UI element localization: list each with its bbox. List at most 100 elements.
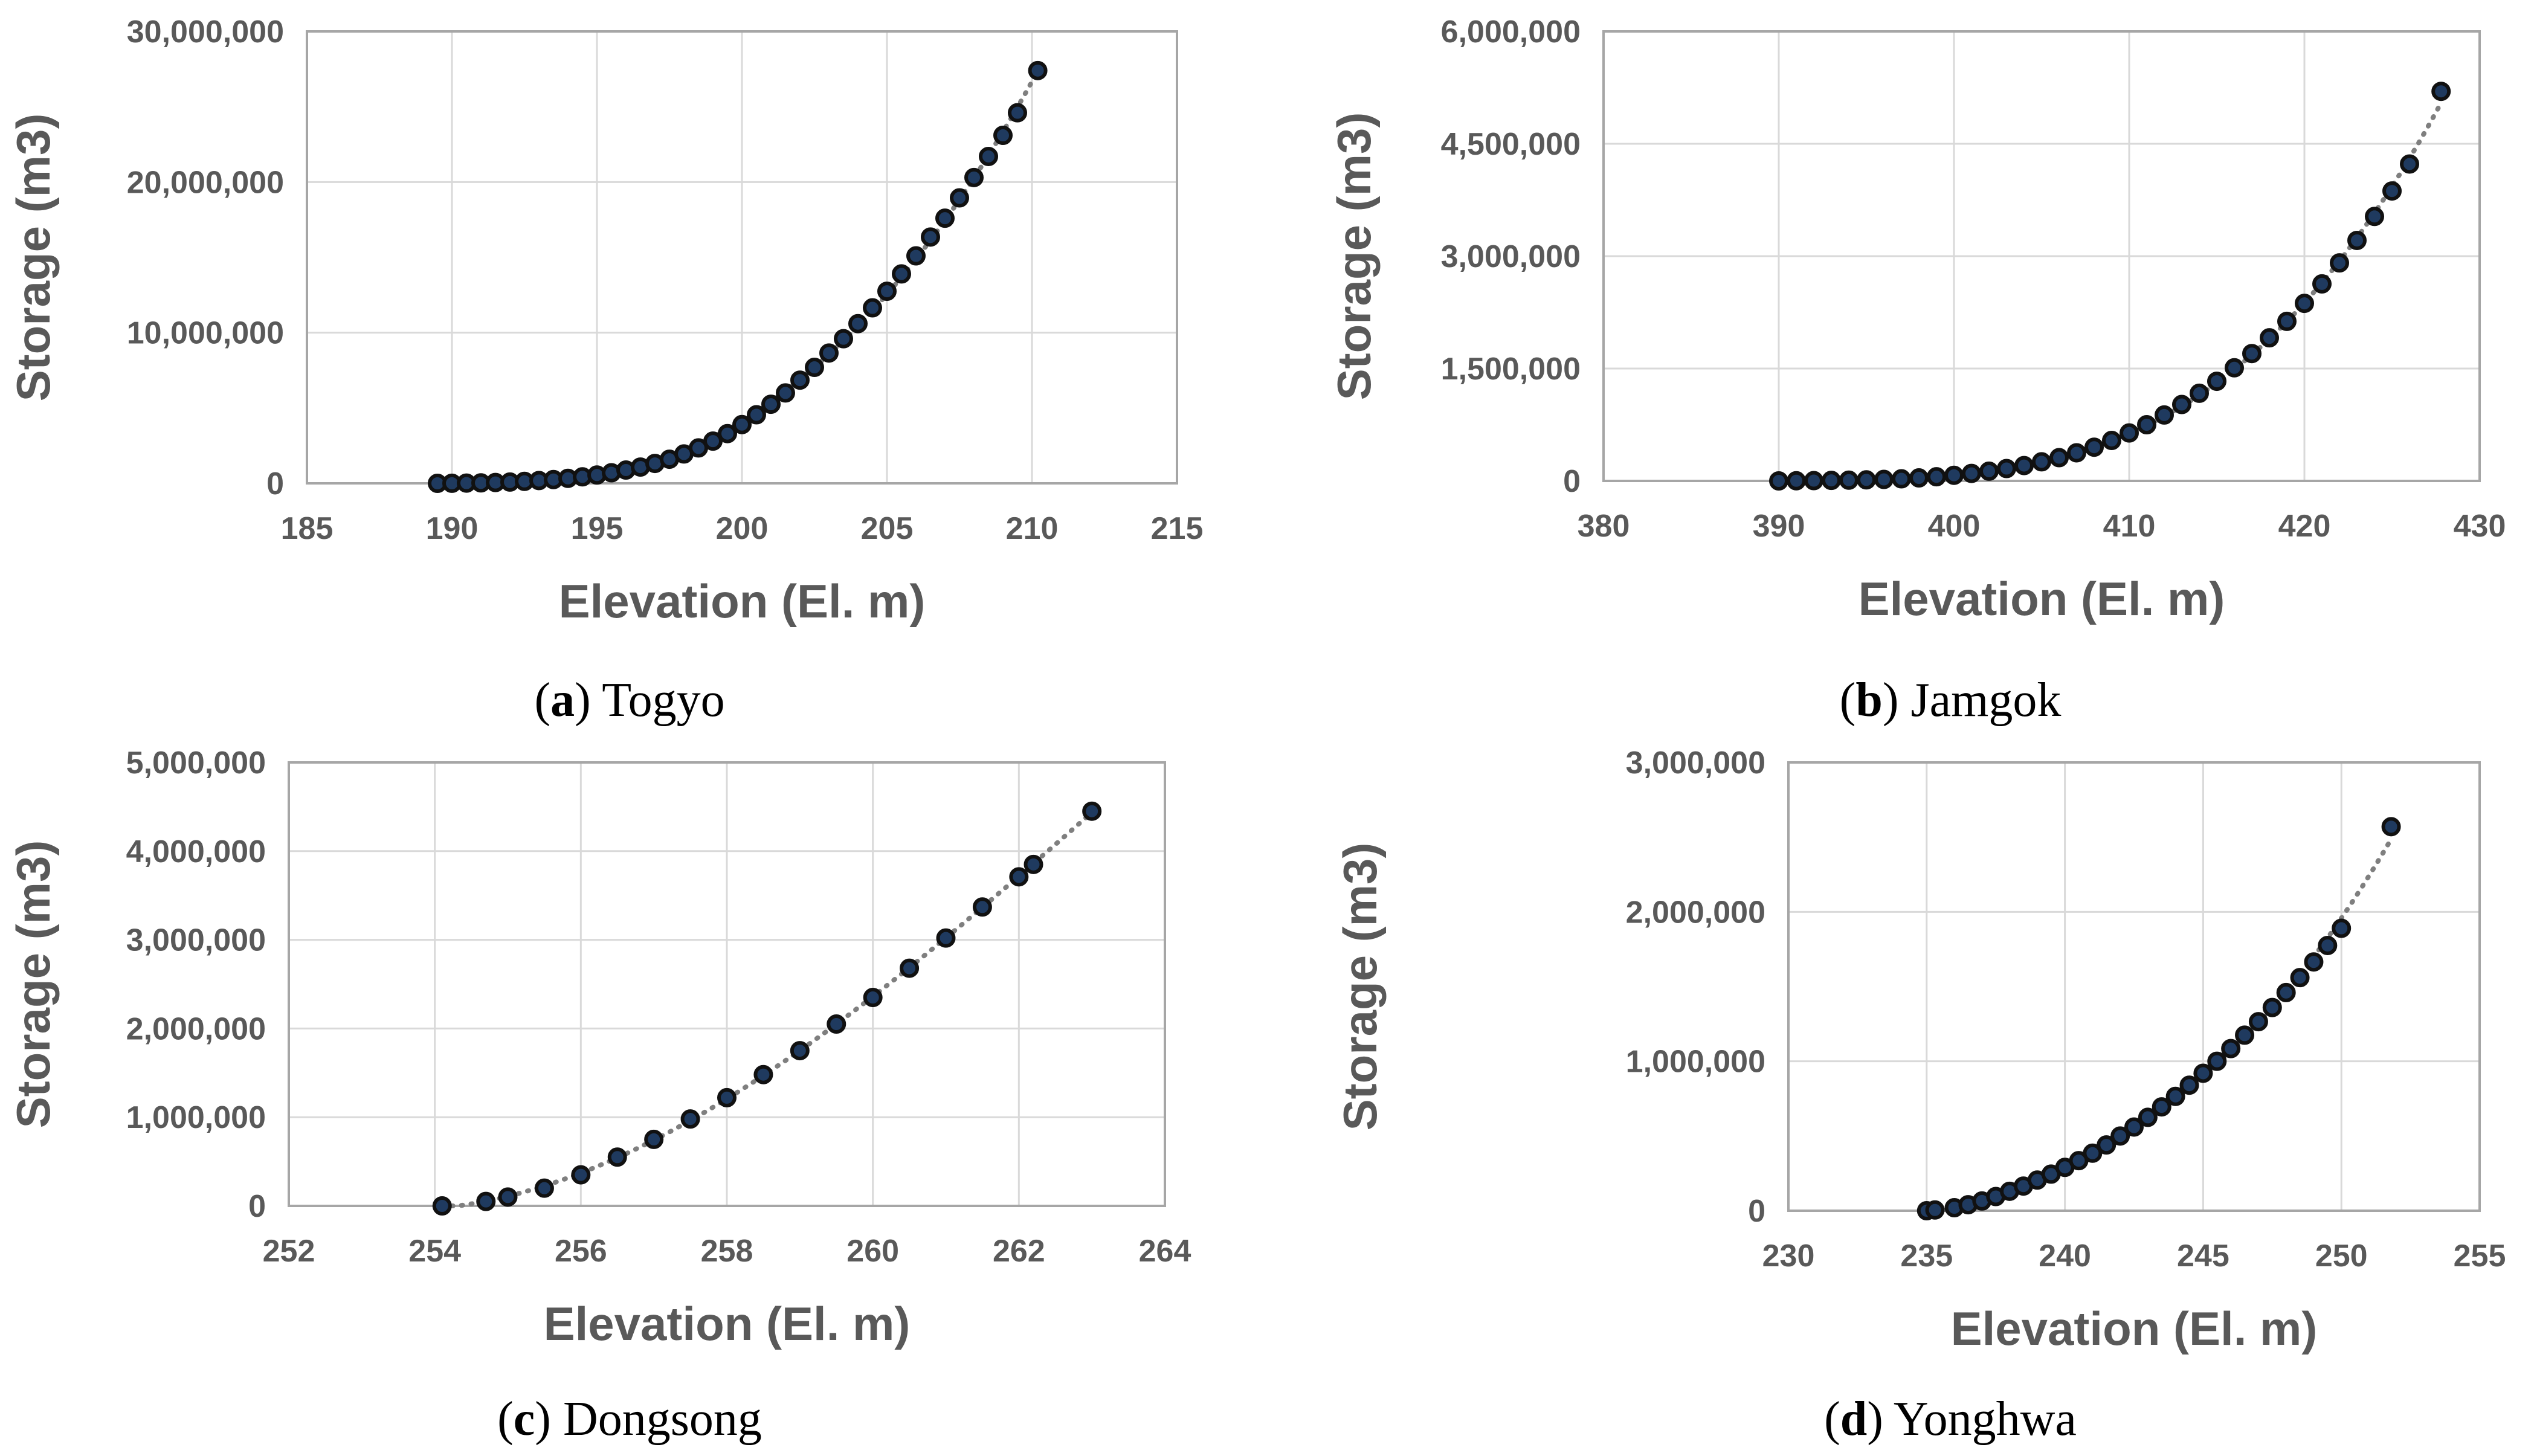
data-point (2260, 328, 2279, 348)
data-point (1892, 469, 1911, 489)
x-tick-label: 195 (571, 511, 624, 546)
data-point (2207, 372, 2226, 391)
data-point (993, 126, 1013, 146)
data-point (790, 370, 810, 390)
data-point (2137, 415, 2156, 434)
y-tick-label: 20,000,000 (127, 165, 284, 200)
data-point (2330, 253, 2349, 273)
y-tick-label: 4,000,000 (126, 834, 266, 869)
data-point (950, 188, 969, 208)
data-point (2102, 431, 2121, 451)
x-tick-label: 410 (2103, 509, 2156, 544)
data-point (644, 1129, 664, 1149)
data-point (2179, 1075, 2199, 1095)
data-point (2049, 448, 2069, 468)
trendline-yonghwa (1924, 836, 2394, 1213)
data-point (2225, 358, 2244, 378)
data-point (2067, 443, 2086, 463)
y-tick-label: 3,000,000 (1626, 746, 1765, 781)
data-point (607, 1147, 627, 1167)
data-point (2248, 1012, 2268, 1032)
data-point (680, 1109, 700, 1129)
x-axis-title: Elevation (El. m) (1859, 572, 2225, 625)
data-point (819, 343, 839, 363)
plot-area-frame (306, 30, 1178, 485)
data-point (1979, 461, 1999, 481)
data-point (2242, 344, 2262, 364)
data-point (534, 1178, 554, 1198)
data-point (1909, 468, 1929, 488)
data-point (2347, 230, 2367, 250)
data-point (732, 414, 752, 434)
data-point (892, 264, 911, 284)
data-point (2084, 437, 2104, 457)
data-point (1769, 471, 1788, 491)
data-point (1997, 459, 2016, 478)
x-tick-label: 256 (555, 1234, 607, 1269)
data-point (834, 329, 853, 349)
data-point (2032, 452, 2051, 472)
data-point (747, 405, 766, 425)
data-point (1857, 470, 1876, 490)
data-point (718, 424, 737, 443)
y-tick-label: 4,500,000 (1441, 127, 1581, 162)
data-point (921, 227, 940, 247)
x-tick-label: 255 (2454, 1239, 2506, 1274)
data-point (753, 1065, 773, 1084)
x-axis-title: Elevation (El. m) (1951, 1302, 2318, 1355)
data-point (2365, 207, 2384, 227)
plot-area-frame (288, 761, 1166, 1207)
data-point (848, 314, 868, 333)
data-point (2304, 952, 2324, 972)
data-point (2235, 1025, 2255, 1045)
data-point (2152, 1097, 2171, 1117)
y-tick-label: 3,000,000 (1441, 239, 1581, 274)
data-point (863, 298, 882, 318)
data-point (2172, 395, 2191, 414)
y-tick-label: 3,000,000 (126, 923, 266, 958)
data-point (805, 358, 824, 378)
y-axis-title: Storage (m3) (1333, 843, 1387, 1131)
x-tick-label: 254 (408, 1234, 461, 1269)
data-point (571, 1165, 591, 1185)
data-point (2193, 1063, 2213, 1083)
y-tick-label: 0 (266, 466, 284, 501)
data-point (703, 431, 723, 451)
x-tick-label: 210 (1006, 511, 1059, 546)
data-point (2295, 294, 2314, 314)
caption-dongsong: (c) Dongsong (497, 1393, 762, 1446)
data-point (1009, 867, 1029, 887)
data-point (2207, 1051, 2227, 1071)
data-point (936, 928, 956, 948)
data-point (1822, 471, 1841, 491)
data-point (776, 383, 795, 403)
data-point (2221, 1039, 2241, 1058)
y-axis-title: Storage (m3) (7, 114, 60, 402)
y-axis-title: Storage (m3) (1327, 112, 1381, 401)
x-tick-label: 190 (426, 511, 479, 546)
data-point (2276, 982, 2296, 1002)
data-point (2138, 1107, 2158, 1127)
trendline-jamgok (1776, 100, 2444, 483)
data-point (900, 958, 920, 978)
data-point (1839, 470, 1859, 490)
data-point (2312, 274, 2332, 294)
data-point (1028, 60, 1048, 80)
data-point (1082, 801, 1102, 821)
y-tick-label: 5,000,000 (126, 746, 266, 781)
data-point (498, 1187, 518, 1207)
data-point (476, 1191, 496, 1211)
y-tick-label: 0 (1563, 464, 1581, 499)
x-tick-label: 260 (846, 1234, 899, 1269)
x-tick-label: 185 (281, 511, 334, 546)
data-point (863, 988, 883, 1008)
data-point (2155, 405, 2174, 425)
x-tick-label: 215 (1151, 511, 1204, 546)
x-tick-label: 200 (716, 511, 769, 546)
data-point (2382, 181, 2402, 201)
x-axis-title: Elevation (El. m) (559, 575, 926, 628)
x-tick-label: 240 (2039, 1239, 2091, 1274)
data-point (2381, 817, 2401, 837)
x-tick-label: 235 (1900, 1239, 1953, 1274)
data-point (717, 1087, 737, 1107)
